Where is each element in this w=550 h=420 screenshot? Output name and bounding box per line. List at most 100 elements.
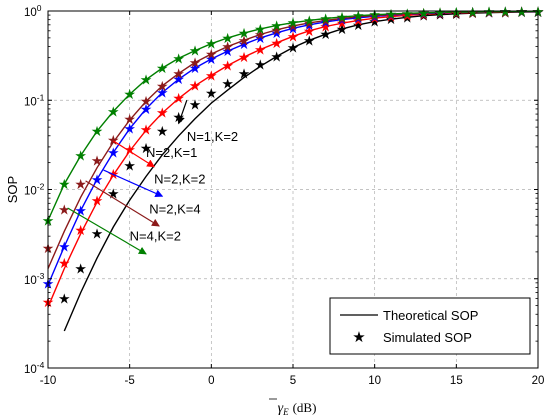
series-marker: ★	[238, 49, 251, 65]
series-marker: ★	[417, 6, 430, 22]
annotation-label: N=4,K=2	[130, 228, 181, 243]
series-marker: ★	[401, 6, 414, 22]
series-marker: ★	[140, 101, 153, 117]
series-marker: ★	[238, 25, 251, 41]
series-marker: ★	[385, 9, 398, 25]
series-marker: ★	[107, 166, 120, 182]
series-marker: ★	[156, 60, 169, 76]
series-marker: ★	[107, 103, 120, 119]
series-marker: ★	[221, 58, 234, 74]
series-marker: ★	[352, 10, 365, 26]
series-marker: ★	[123, 121, 136, 137]
series-marker: ★	[303, 23, 316, 39]
x-tick-label: 5	[290, 375, 296, 387]
x-axis-subscript: E	[282, 407, 289, 417]
series-marker: ★	[189, 54, 202, 70]
series-marker: ★	[287, 15, 300, 31]
series-marker: ★	[91, 193, 104, 209]
series-marker: ★	[172, 71, 185, 87]
series-marker: ★	[254, 27, 267, 43]
y-tick-exponent: -4	[37, 360, 45, 370]
series-marker: ★	[434, 5, 447, 21]
series-marker: ★	[254, 42, 267, 58]
series-marker: ★	[287, 18, 300, 34]
y-axis-label: SOP	[5, 176, 20, 203]
series-marker: ★	[352, 9, 365, 25]
series-marker: ★	[466, 4, 479, 20]
series-marker: ★	[319, 26, 332, 42]
series-marker: ★	[189, 78, 202, 94]
series-marker: ★	[368, 8, 381, 24]
series-marker: ★	[319, 12, 332, 28]
series-marker: ★	[140, 122, 153, 138]
y-tick-label: 10-1	[24, 92, 45, 108]
series-marker: ★	[74, 222, 87, 238]
series-marker: ★	[58, 238, 71, 254]
series-marker: ★	[319, 10, 332, 26]
series-marker: ★	[483, 4, 496, 20]
series-marker: ★	[270, 25, 283, 41]
series-marker: ★	[417, 6, 430, 22]
series-marker: ★	[303, 12, 316, 28]
y-tick-label: 10-4	[24, 360, 45, 376]
series-marker: ★	[319, 19, 332, 35]
series-marker: ★	[238, 36, 251, 52]
series-marker: ★	[434, 6, 447, 22]
series-marker: ★	[303, 32, 316, 48]
series-marker: ★	[336, 10, 349, 26]
series-marker: ★	[385, 11, 398, 27]
series-marker: ★	[466, 5, 479, 21]
series-marker: ★	[123, 158, 136, 174]
series-marker: ★	[515, 4, 528, 20]
annotation-arrow	[67, 207, 147, 255]
annotation-arrow	[103, 169, 164, 198]
y-tick-base: 10	[24, 7, 37, 19]
series-marker: ★	[483, 4, 496, 20]
legend: Theoretical SOP ★ Simulated SOP	[329, 297, 531, 355]
series-marker: ★	[58, 176, 71, 192]
series-marker: ★	[221, 39, 234, 55]
series-marker: ★	[123, 142, 136, 158]
series-marker: ★	[91, 153, 104, 169]
series-marker: ★	[58, 201, 71, 217]
series-marker: ★	[58, 255, 71, 271]
y-tick-exponent: -1	[37, 92, 45, 102]
series-marker: ★	[515, 4, 528, 20]
y-tick-exponent: 0	[37, 3, 42, 13]
series-marker: ★	[91, 171, 104, 187]
series-marker: ★	[287, 20, 300, 36]
series-marker: ★	[483, 4, 496, 20]
y-tick-base: 10	[24, 96, 37, 108]
series-marker: ★	[515, 4, 528, 20]
series-marker: ★	[205, 46, 218, 62]
series-marker: ★	[221, 75, 234, 91]
series-marker: ★	[303, 15, 316, 31]
series-marker: ★	[385, 6, 398, 22]
series-marker: ★	[483, 4, 496, 20]
series-marker: ★	[352, 17, 365, 33]
series-marker: ★	[172, 65, 185, 81]
x-tick-label: -5	[125, 375, 135, 387]
y-tick-base: 10	[24, 364, 37, 376]
series-marker: ★	[221, 43, 234, 59]
series-marker: ★	[58, 291, 71, 307]
y-tick-base: 10	[24, 275, 37, 287]
series-marker: ★	[303, 17, 316, 33]
series-marker: ★	[74, 261, 87, 277]
annotation-arrow	[85, 180, 160, 227]
series-marker: ★	[336, 9, 349, 25]
series-marker: ★	[336, 12, 349, 28]
series-marker: ★	[483, 5, 496, 21]
series-marker: ★	[352, 8, 365, 24]
series-marker: ★	[205, 36, 218, 52]
series-marker: ★	[466, 5, 479, 21]
series-marker: ★	[515, 4, 528, 20]
series-marker: ★	[238, 65, 251, 81]
series-marker: ★	[107, 186, 120, 202]
series-marker: ★	[172, 90, 185, 106]
x-axis-label: γE (dB)	[278, 400, 317, 417]
series-marker: ★	[417, 8, 430, 24]
series-marker: ★	[254, 57, 267, 73]
